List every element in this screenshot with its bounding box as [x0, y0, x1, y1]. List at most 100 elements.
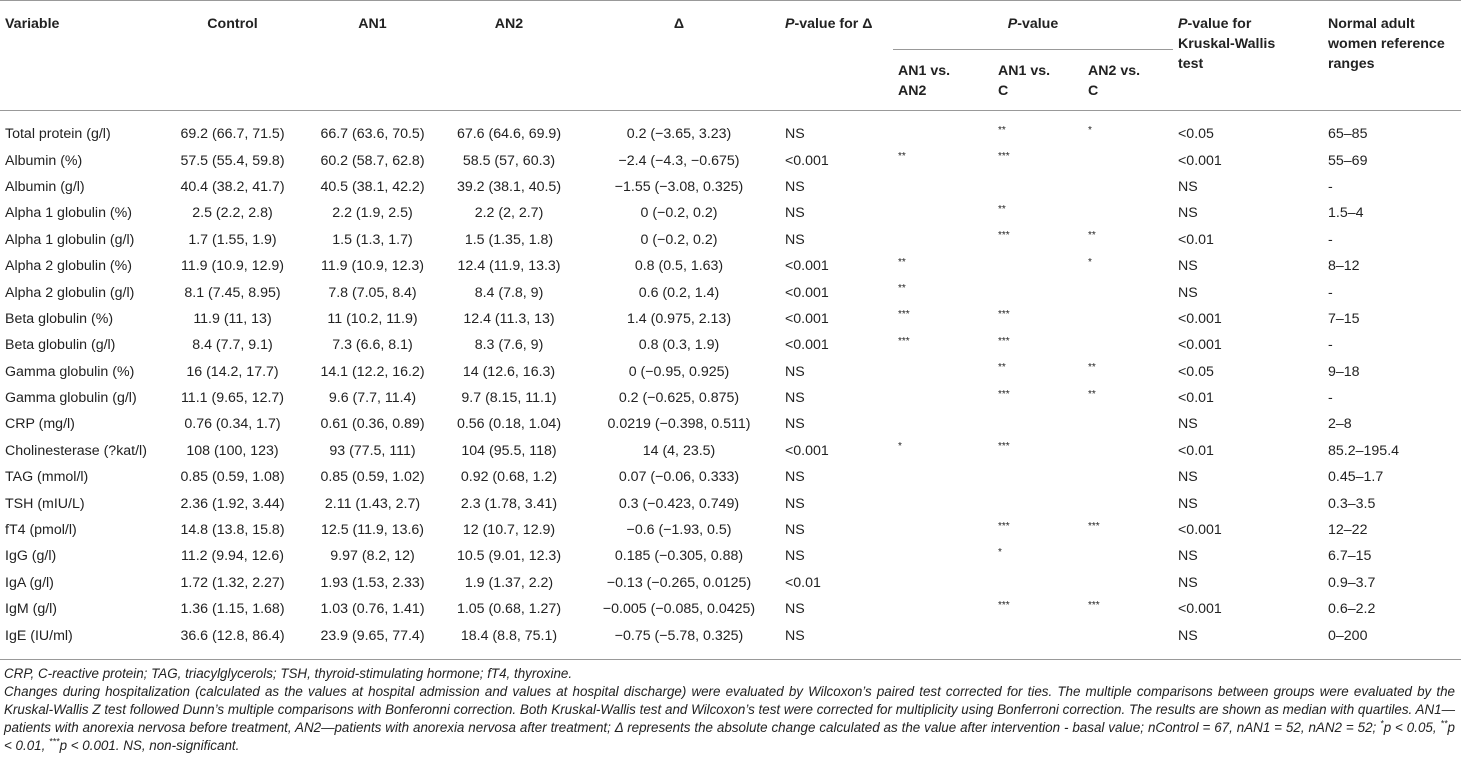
table-cell: [893, 223, 993, 249]
table-cell: 0.6 (0.2, 1.4): [638, 284, 720, 301]
table-row: Albumin (%) 57.5 (55.4, 59.8) 60.2 (58.7, …: [0, 147, 1461, 173]
table-cell: [893, 592, 993, 618]
table-cell: 6.7–15: [1328, 548, 1372, 565]
table-cell: 93 (77.5, 111): [329, 442, 416, 459]
table-cell: 0.3–3.5: [1328, 495, 1376, 512]
table-cell: Gamma globulin (g/l): [5, 390, 137, 407]
table-cell: ***: [998, 309, 1010, 321]
table-cell: 10.5 (9.01, 12.3): [456, 548, 562, 565]
table-cell: *: [1088, 256, 1092, 268]
table-header: Variable Control AN1 AN2 Δ P-value for Δ…: [0, 0, 1461, 111]
table-cell: Gamma globulin (%): [5, 363, 135, 380]
table-cell: ***: [1088, 599, 1100, 611]
header-row: Variable Control AN1 AN2 Δ P-value for Δ…: [0, 0, 1461, 111]
header-cell: Variable: [0, 0, 160, 111]
table-cell: <0.01: [1178, 442, 1214, 459]
table-cell: 8.4 (7.8, 9): [474, 284, 544, 301]
table-cell: 104 (95.5, 118): [461, 442, 557, 459]
table-cell: 36.6 (12.8, 86.4): [180, 627, 285, 644]
table-cell: [893, 381, 993, 407]
table-cell: NS: [785, 390, 805, 407]
table-cell: 11.9 (10.9, 12.3): [320, 258, 425, 275]
header-cell: Normal adult women reference ranges: [1323, 0, 1461, 111]
table-cell: 1.9 (1.37, 2.2): [464, 574, 554, 591]
table-cell: [893, 566, 993, 592]
table-cell: 14.1 (12.2, 16.2): [320, 363, 425, 380]
table-cell: **: [1088, 362, 1096, 374]
table-cell: 11.1 (9.65, 12.7): [180, 390, 285, 407]
table-row: Gamma globulin (%) 16 (14.2, 17.7) 14.1 (1…: [0, 359, 1461, 385]
table-cell: Alpha 2 globulin (%): [5, 258, 132, 275]
table-row: IgA (g/l) 1.72 (1.32, 2.27) 1.93 (1.53, 2.…: [0, 570, 1461, 596]
table-cell: [893, 170, 993, 196]
table-cell: [893, 618, 993, 655]
data-table: Variable Control AN1 AN2 Δ P-value for Δ…: [0, 0, 1461, 660]
table-row: Alpha 1 globulin (%) 2.5 (2.2, 2.8) 2.2 (1…: [0, 200, 1461, 226]
table-cell: [1083, 302, 1173, 328]
table-cell: 85.2–195.4: [1328, 442, 1400, 459]
table-cell: ***: [998, 441, 1010, 453]
table-row: Albumin (g/l) 40.4 (38.2, 41.7) 40.5 (38.1…: [0, 174, 1461, 200]
table-cell: [1083, 460, 1173, 486]
table-cell: -: [1328, 337, 1333, 354]
table-cell: 7.8 (7.05, 8.4): [328, 284, 417, 301]
table-cell: **: [1088, 388, 1096, 400]
table-cell: 8–12: [1328, 258, 1360, 275]
table-cell: 0.85 (0.59, 1.02): [320, 469, 425, 486]
table-cell: TSH (mIU/L): [5, 495, 85, 512]
table-cell: NS: [1178, 205, 1198, 222]
table-cell: **: [1088, 230, 1096, 242]
footnotes: CRP, C-reactive protein; TAG, triacylgly…: [0, 660, 1461, 755]
footnote-text: p < 0.05,: [1383, 719, 1441, 735]
table-cell: NS: [1178, 469, 1198, 486]
table-cell: <0.001: [1178, 337, 1222, 354]
table-row: TSH (mIU/L) 2.36 (1.92, 3.44) 2.11 (1.43, …: [0, 490, 1461, 516]
table-row: Beta globulin (g/l) 8.4 (7.7, 9.1) 7.3 (6.…: [0, 332, 1461, 358]
table-cell: **: [898, 283, 906, 295]
header-row: AN1 vs. AN2 AN1 vs. C AN2 vs. C: [0, 49, 1461, 111]
table-cell: **: [998, 203, 1006, 215]
table-cell: *: [1088, 124, 1092, 136]
table-cell: 0.2 (−3.65, 3.23): [626, 126, 732, 143]
table-cell: [1083, 196, 1173, 222]
table-cell: [1083, 486, 1173, 512]
table-cell: 55–69: [1328, 152, 1368, 169]
table-cell: 0.76 (0.34, 1.7): [184, 416, 281, 433]
table-cell: 11.9 (11, 13): [193, 310, 272, 327]
table-cell: NS: [1178, 416, 1198, 433]
table-cell: 0.9–3.7: [1328, 574, 1376, 591]
table-cell: 0.3 (−0.423, 0.749): [618, 495, 740, 512]
table-cell: NS: [785, 469, 805, 486]
table-cell: [893, 460, 993, 486]
table-cell: 40.5 (38.1, 42.2): [320, 178, 425, 195]
table-cell: Alpha 2 globulin (g/l): [5, 284, 135, 301]
table-cell: NS: [1178, 548, 1198, 565]
table-cell: NS: [785, 548, 805, 565]
table-cell: 7.3 (6.6, 8.1): [332, 337, 413, 354]
table-cell: 14.8 (13.8, 15.8): [180, 522, 285, 539]
table-cell: *: [998, 546, 1002, 558]
table-cell: [993, 170, 1083, 196]
table-cell: NS: [1178, 258, 1198, 275]
table-cell: −0.13 (−0.265, 0.0125): [606, 574, 752, 591]
table-cell: NS: [785, 601, 805, 618]
table-cell: Albumin (g/l): [5, 178, 85, 195]
table-cell: [893, 107, 993, 144]
table-cell: ***: [898, 309, 910, 321]
table-cell: 7–15: [1328, 310, 1360, 327]
table-cell: 1.4 (0.975, 2.13): [626, 310, 732, 327]
header-cell: P-value for Kruskal-Wallis test: [1173, 0, 1324, 111]
table-cell: 0 (−0.2, 0.2): [640, 231, 718, 248]
table-cell: 0.6–2.2: [1328, 601, 1376, 618]
table-cell: Alpha 1 globulin (g/l): [5, 231, 135, 248]
table-cell: 1.03 (0.76, 1.41): [320, 601, 425, 618]
table-cell: NS: [785, 205, 805, 222]
table-cell: 0 (−0.2, 0.2): [640, 205, 718, 222]
table-cell: 9.6 (7.7, 11.4): [328, 390, 417, 407]
table-cell: 0.8 (0.5, 1.63): [634, 258, 724, 275]
table-cell: 0.85 (0.59, 1.08): [180, 469, 285, 486]
header-cell: P-value: [893, 0, 1174, 50]
table-cell: ***: [998, 151, 1010, 163]
table-cell: 65–85: [1328, 126, 1368, 143]
table-cell: **: [898, 256, 906, 268]
